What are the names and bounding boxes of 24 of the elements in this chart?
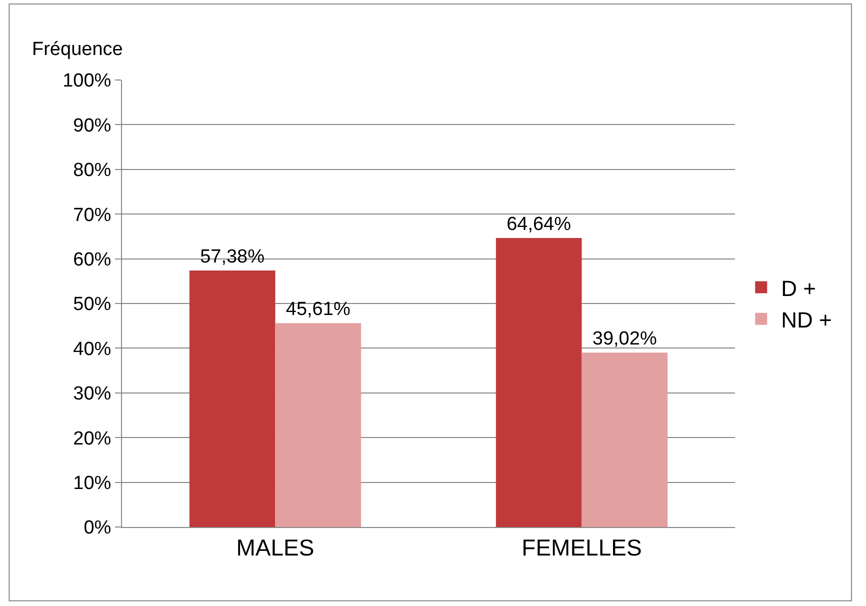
- y-tick-label: 100%: [62, 70, 112, 92]
- y-tick-label: 30%: [73, 384, 112, 405]
- y-tick-label: 40%: [73, 338, 112, 360]
- y-tick-label: 90%: [73, 115, 112, 136]
- y-axis-title: Fréquence: [32, 39, 123, 60]
- bar: [275, 323, 362, 527]
- y-tick-label: 50%: [73, 294, 112, 316]
- data-label: 39,02%: [592, 328, 657, 350]
- bar: [582, 352, 668, 527]
- y-tick-label: 10%: [73, 472, 112, 494]
- legend-label: D +: [781, 276, 816, 301]
- data-label: 45,61%: [286, 299, 350, 320]
- y-tick-label: 20%: [73, 428, 112, 450]
- bar: [189, 270, 276, 527]
- bar: [496, 238, 582, 527]
- y-tick-label: 80%: [73, 160, 112, 182]
- data-label: 57,38%: [200, 246, 265, 268]
- y-tick-label: 0%: [84, 518, 112, 539]
- legend-label: ND +: [781, 307, 832, 332]
- y-tick-label: 70%: [73, 204, 112, 226]
- x-tick-label: FEMELLES: [522, 534, 642, 561]
- data-label: 64,64%: [506, 214, 572, 236]
- y-tick-label: 60%: [73, 249, 112, 270]
- x-tick-label: MALES: [236, 534, 314, 561]
